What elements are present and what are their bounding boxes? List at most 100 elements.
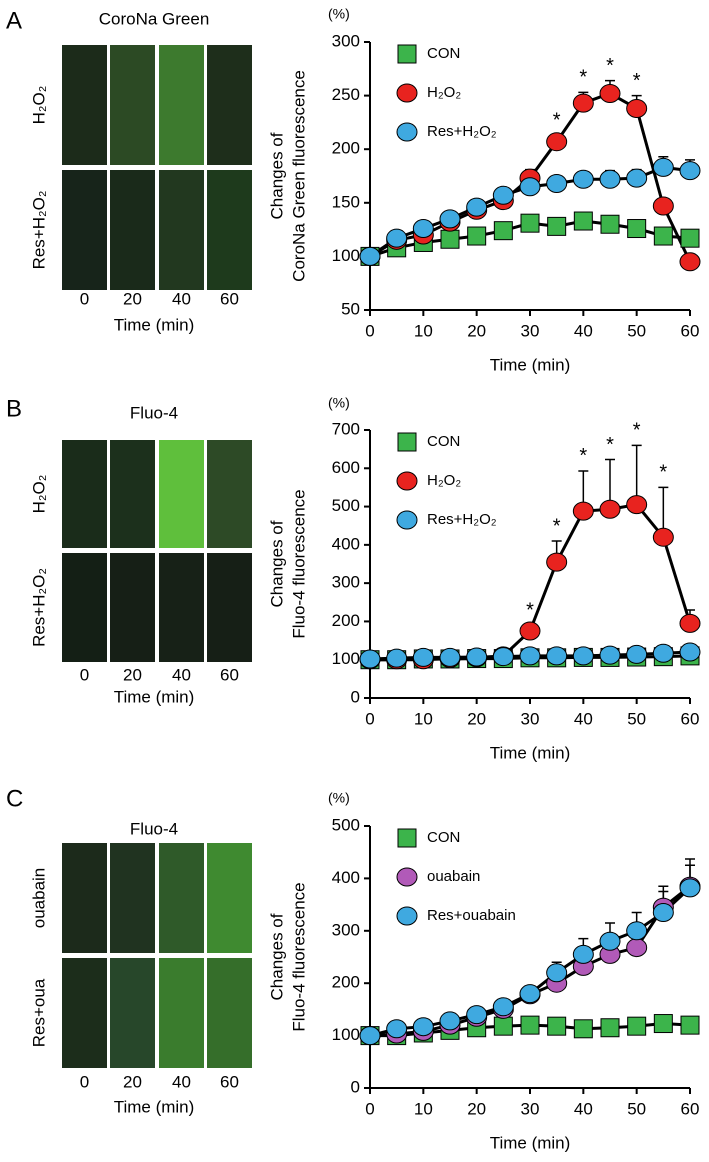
data-point [412,647,434,667]
y-tick-label: 0 [351,687,360,706]
data-point [519,646,541,666]
micrograph [110,170,155,290]
data-point [627,1016,647,1036]
image-xlabel: Time (min) [114,687,195,706]
data-point [626,921,648,941]
x-axis-label: Time (min) [490,355,571,374]
x-tick-label: 20 [467,1099,486,1118]
data-point [679,613,701,633]
micrograph [62,958,107,1068]
row-label: H₂O₂ [29,86,48,125]
y-axis-label: Changes of [267,132,286,219]
x-tick-label: 60 [681,709,700,728]
data-point [572,169,594,189]
significance-star: * [606,55,614,77]
data-point [546,174,568,194]
legend-label: Res+ouabain [427,907,516,924]
data-point [626,98,648,118]
micrograph [159,170,204,290]
data-point [653,226,673,246]
micrograph [159,553,204,662]
data-point [386,1019,408,1039]
legend-label: CON [427,433,460,450]
column-label: 20 [123,289,142,308]
data-point [519,984,541,1004]
column-label: 60 [220,665,239,684]
y-tick-label: 400 [332,868,360,887]
data-point [626,644,648,664]
x-tick-label: 30 [521,1099,540,1118]
data-point [386,228,408,248]
legend-marker [396,83,418,103]
micrograph [110,843,155,953]
column-label: 40 [172,1072,191,1091]
data-point [466,1005,488,1025]
y-tick-label: 500 [332,815,360,834]
data-point [546,552,568,572]
x-tick-label: 20 [467,321,486,340]
x-tick-label: 30 [521,321,540,340]
data-point [599,169,621,189]
x-tick-label: 0 [365,1099,374,1118]
image-xlabel: Time (min) [114,315,195,334]
data-point [492,647,514,667]
x-tick-label: 50 [627,1099,646,1118]
data-point [627,219,647,239]
data-point [652,196,674,216]
x-tick-label: 20 [467,709,486,728]
legend-label: Res+H₂O₂ [427,511,497,528]
data-point [652,902,674,922]
y-axis-label: Changes of [267,520,286,607]
significance-star: * [659,462,667,484]
legend-marker [397,44,417,64]
data-point [626,495,648,515]
data-point [359,649,381,669]
data-point [519,621,541,641]
data-point [573,1019,593,1039]
micrograph [207,440,252,548]
legend-label: H₂O₂ [427,84,461,101]
data-point [492,997,514,1017]
micrograph [207,958,252,1068]
micrograph [110,440,155,548]
data-point [652,157,674,177]
significance-star: * [633,70,641,92]
x-tick-label: 0 [365,321,374,340]
x-axis-label: Time (min) [490,743,571,762]
data-point [573,211,593,231]
legend-marker [396,471,418,491]
significance-star: * [579,67,587,89]
row-label: ouabain [29,868,48,929]
y-tick-label: 100 [332,649,360,668]
data-point [599,499,621,519]
data-point [467,226,487,246]
data-point [547,1016,567,1036]
data-point [520,1015,540,1035]
unit-label: (%) [328,395,350,411]
data-point [652,527,674,547]
significance-star: * [606,434,614,456]
micrograph [110,45,155,165]
data-point [572,944,594,964]
micrograph [207,843,252,953]
micrograph [207,45,252,165]
data-point [492,185,514,205]
column-label: 40 [172,665,191,684]
y-tick-label: 300 [332,573,360,592]
data-point [466,647,488,667]
y-tick-label: 500 [332,496,360,515]
legend-marker [397,828,417,848]
error-bar [631,444,642,505]
y-tick-label: 50 [341,299,360,318]
legend-marker [396,906,418,926]
x-tick-label: 10 [414,1099,433,1118]
micrograph [62,170,107,290]
micrograph [110,553,155,662]
image-title: Fluo-4 [130,403,178,422]
column-label: 60 [220,289,239,308]
data-point [440,229,460,249]
legend-label: CON [427,829,460,846]
data-point [680,228,700,248]
y-tick-label: 250 [332,85,360,104]
legend-label: CON [427,45,460,62]
